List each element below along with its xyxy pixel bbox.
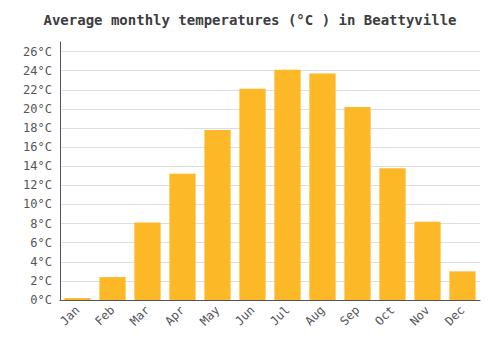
svg-text:22°C: 22°C bbox=[23, 83, 52, 97]
svg-text:Sep: Sep bbox=[337, 303, 362, 328]
svg-text:Dec: Dec bbox=[442, 303, 467, 328]
svg-text:2°C: 2°C bbox=[30, 274, 52, 288]
svg-text:Mar: Mar bbox=[127, 303, 152, 328]
svg-text:Jan: Jan bbox=[57, 303, 82, 328]
svg-text:Jul: Jul bbox=[267, 303, 292, 328]
svg-text:Average monthly temperatures (: Average monthly temperatures (°C ) in Be… bbox=[43, 12, 456, 28]
svg-text:Aug: Aug bbox=[302, 303, 327, 328]
svg-text:14°C: 14°C bbox=[23, 159, 52, 173]
svg-text:24°C: 24°C bbox=[23, 64, 52, 78]
svg-text:Oct: Oct bbox=[372, 303, 397, 328]
svg-text:8°C: 8°C bbox=[30, 217, 52, 231]
svg-text:10°C: 10°C bbox=[23, 197, 52, 211]
svg-text:6°C: 6°C bbox=[30, 236, 52, 250]
svg-text:4°C: 4°C bbox=[30, 255, 52, 269]
svg-text:May: May bbox=[197, 303, 222, 328]
svg-text:26°C: 26°C bbox=[23, 45, 52, 59]
svg-text:16°C: 16°C bbox=[23, 140, 52, 154]
svg-text:Apr: Apr bbox=[162, 303, 187, 328]
svg-text:Nov: Nov bbox=[407, 303, 432, 328]
svg-text:18°C: 18°C bbox=[23, 121, 52, 135]
svg-text:20°C: 20°C bbox=[23, 102, 52, 116]
svg-text:12°C: 12°C bbox=[23, 178, 52, 192]
svg-text:Jun: Jun bbox=[232, 303, 257, 328]
svg-text:Feb: Feb bbox=[92, 303, 117, 328]
svg-text:0°C: 0°C bbox=[30, 293, 52, 307]
